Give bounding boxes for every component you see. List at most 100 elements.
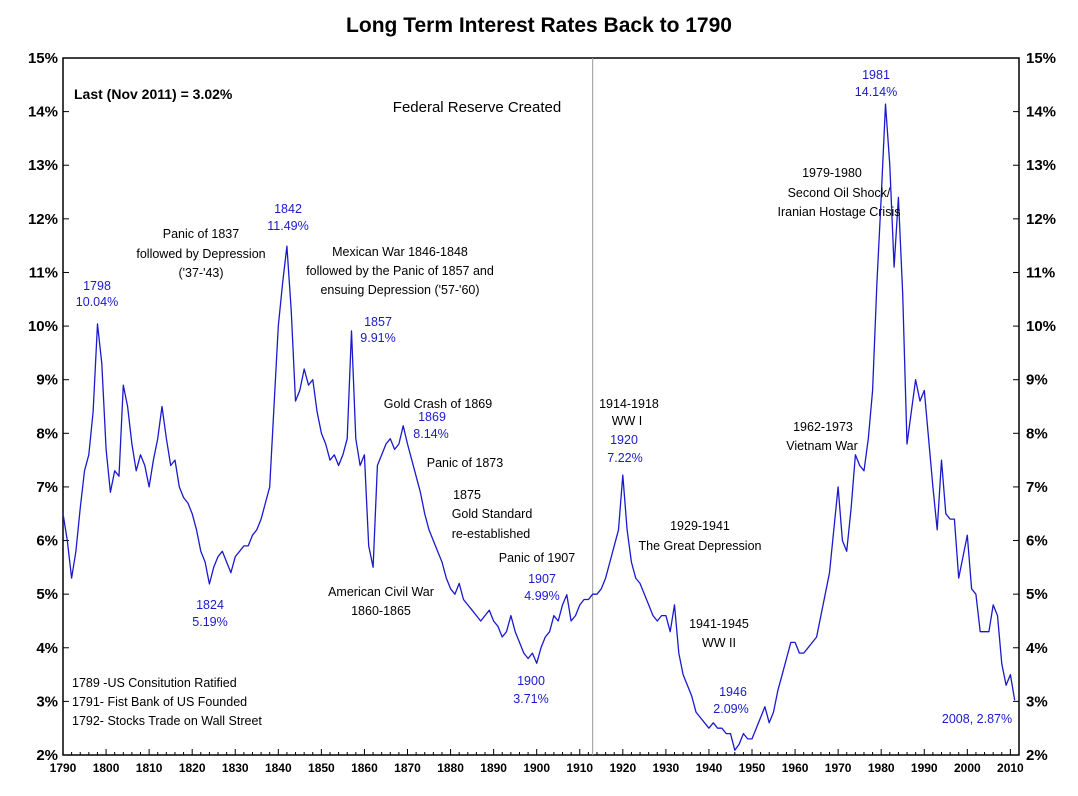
- vietnam-line1: 1962-1973: [793, 420, 853, 434]
- axis-ticks: [62, 57, 1020, 756]
- y-tick-label-right: 14%: [1026, 104, 1056, 121]
- oil-shock-line3: Iranian Hostage Crisis: [778, 205, 901, 219]
- x-tick-label: 1970: [825, 761, 852, 775]
- great-depression-line1: 1929-1941: [670, 519, 730, 533]
- peak-1842-value: 11.49%: [267, 219, 308, 233]
- low-1900-year: 1900: [517, 674, 545, 688]
- annotations: Last (Nov 2011) = 3.02% Federal Reserve …: [72, 68, 1012, 728]
- ww1-line1: 1914-1918: [599, 397, 659, 411]
- y-tick-label-left: 12%: [28, 211, 58, 228]
- peak-1920-value: 7.22%: [607, 451, 642, 465]
- y-tick-label-left: 8%: [36, 425, 58, 442]
- y-tick-label-right: 11%: [1026, 264, 1055, 281]
- oil-shock-line2: Second Oil Shock/: [788, 186, 891, 200]
- x-tick-label: 1930: [653, 761, 680, 775]
- x-axis-labels: 1790 1800 1810 1820 1830 1840 1850 1860 1870 1880…: [50, 761, 1024, 775]
- last-value-label: Last (Nov 2011) = 3.02%: [74, 86, 233, 102]
- y-tick-label-left: 15%: [28, 50, 58, 67]
- x-tick-label: 1860: [351, 761, 378, 775]
- y-tick-label-left: 14%: [28, 104, 58, 121]
- mexican-war-line1: Mexican War 1846-1848: [332, 245, 468, 259]
- civil-war-line2: 1860-1865: [351, 604, 411, 618]
- peak-1857-value: 9.91%: [360, 331, 395, 345]
- panic-1837-line3: ('37-'43): [178, 266, 223, 280]
- panic-1837-line1: Panic of 1837: [163, 227, 239, 241]
- y-tick-label-right: 5%: [1026, 586, 1048, 603]
- civil-war-line1: American Civil War: [328, 585, 434, 599]
- x-tick-label: 1830: [222, 761, 249, 775]
- y-tick-label-left: 6%: [36, 533, 58, 550]
- y-tick-label-left: 10%: [28, 318, 58, 335]
- y-tick-label-right: 8%: [1026, 425, 1048, 442]
- ww2-line1: 1941-1945: [689, 617, 749, 631]
- y-tick-label-right: 9%: [1026, 372, 1048, 389]
- note-1792: 1792- Stocks Trade on Wall Street: [72, 714, 262, 728]
- y-tick-label-left: 3%: [36, 693, 58, 710]
- low-1900-value: 3.71%: [513, 692, 548, 706]
- gold-crash-label: Gold Crash of 1869: [384, 397, 492, 411]
- y-tick-label-right: 10%: [1026, 318, 1056, 335]
- low-1824-value: 5.19%: [192, 615, 227, 629]
- y-tick-label-right: 4%: [1026, 640, 1048, 657]
- y-tick-label-left: 13%: [28, 157, 58, 174]
- y-tick-label-left: 11%: [29, 264, 58, 281]
- peak-1857-year: 1857: [364, 315, 392, 329]
- x-tick-label: 1890: [480, 761, 507, 775]
- y-tick-label-left: 9%: [36, 372, 58, 389]
- gold-standard-line3: re-established: [452, 527, 531, 541]
- chart-title: Long Term Interest Rates Back to 1790: [346, 14, 732, 37]
- x-tick-label: 1950: [739, 761, 766, 775]
- point-1907-value: 4.99%: [524, 589, 559, 603]
- y-axis-right-labels: 2% 3% 4% 5% 6% 7% 8% 9% 10% 11% 12% 13% 14% 15%: [1026, 50, 1056, 764]
- low-1946-value: 2.09%: [713, 702, 748, 716]
- x-tick-label: 2010: [997, 761, 1024, 775]
- x-tick-label: 1840: [265, 761, 292, 775]
- ww1-line2: WW I: [612, 414, 643, 428]
- peak-1869-value: 8.14%: [413, 427, 448, 441]
- interest-rate-series-line: [62, 103, 1016, 751]
- x-tick-label: 1870: [394, 761, 421, 775]
- peak-1981-year: 1981: [862, 68, 890, 82]
- x-tick-label: 1980: [868, 761, 895, 775]
- note-1791: 1791- Fist Bank of US Founded: [72, 695, 247, 709]
- x-tick-label: 1820: [179, 761, 206, 775]
- peak-1920-year: 1920: [610, 433, 638, 447]
- low-1824-year: 1824: [196, 598, 224, 612]
- panic-1907-label: Panic of 1907: [499, 551, 575, 565]
- note-1789: 1789 -US Consitution Ratified: [72, 676, 237, 690]
- peak-1798-value: 10.04%: [76, 295, 118, 309]
- gold-standard-line1: 1875: [453, 488, 481, 502]
- federal-reserve-label: Federal Reserve Created: [393, 99, 561, 116]
- x-tick-label: 1960: [782, 761, 809, 775]
- mexican-war-line3: ensuing Depression ('57-'60): [320, 283, 479, 297]
- panic-1837-line2: followed by Depression: [136, 247, 265, 261]
- plot-frame: [62, 57, 1020, 756]
- peak-1981-value: 14.14%: [855, 85, 897, 99]
- y-tick-label-right: 6%: [1026, 533, 1048, 550]
- x-tick-label: 1850: [308, 761, 335, 775]
- y-tick-label-left: 7%: [36, 479, 58, 496]
- y-tick-label-left: 5%: [36, 586, 58, 603]
- y-axis-left-labels: 2% 3% 4% 5% 6% 7% 8% 9% 10% 11% 12% 13% 14% 15%: [28, 50, 58, 764]
- low-1946-year: 1946: [719, 685, 747, 699]
- y-tick-label-right: 3%: [1026, 693, 1048, 710]
- y-tick-label-right: 15%: [1026, 50, 1056, 67]
- x-tick-label: 1990: [911, 761, 938, 775]
- mexican-war-line2: followed by the Panic of 1857 and: [306, 264, 494, 278]
- y-tick-label-right: 2%: [1026, 747, 1048, 764]
- x-tick-label: 1940: [696, 761, 723, 775]
- point-2008-label: 2008, 2.87%: [942, 712, 1012, 726]
- y-tick-label-right: 13%: [1026, 157, 1056, 174]
- y-tick-label-right: 12%: [1026, 211, 1056, 228]
- panic-1873-label: Panic of 1873: [427, 456, 503, 470]
- gold-standard-line2: Gold Standard: [452, 507, 533, 521]
- x-tick-label: 2000: [954, 761, 981, 775]
- great-depression-line2: The Great Depression: [639, 539, 762, 553]
- vietnam-line2: Vietnam War: [786, 439, 858, 453]
- x-tick-label: 1790: [50, 761, 77, 775]
- point-1907-year: 1907: [528, 572, 556, 586]
- y-tick-label-left: 2%: [36, 747, 58, 764]
- peak-1798-year: 1798: [83, 279, 111, 293]
- peak-1842-year: 1842: [274, 202, 302, 216]
